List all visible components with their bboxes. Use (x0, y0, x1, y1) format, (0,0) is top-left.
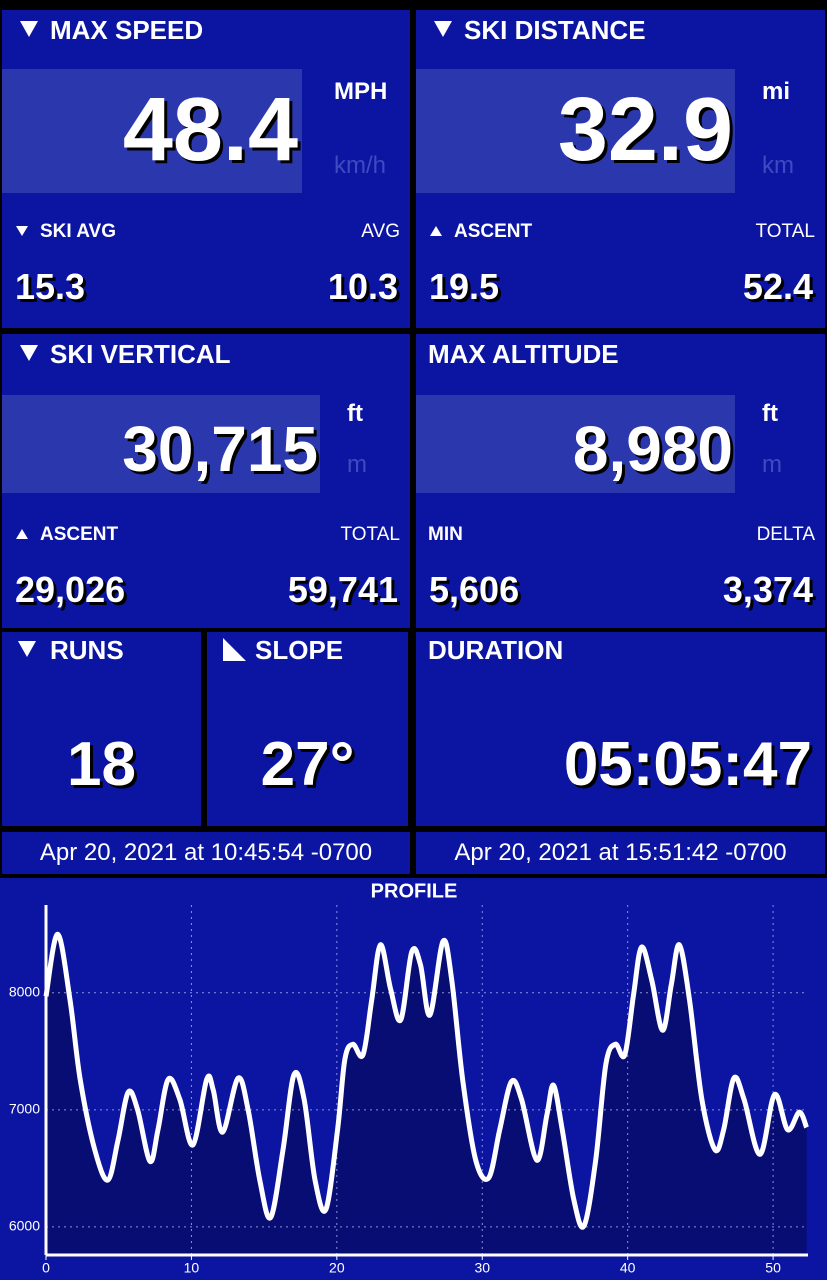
unit: mi (762, 78, 791, 105)
y-tick-label: 6000 (9, 1218, 40, 1234)
alt-unit: m (762, 451, 782, 478)
sub-value: 52.4 (742, 266, 813, 307)
x-tick-label: 10 (184, 1260, 200, 1276)
alt-unit: km (762, 152, 794, 179)
tile-title: MAX ALTITUDE (428, 339, 619, 369)
alt-unit: m (347, 451, 367, 478)
tile-title: SKI DISTANCE (464, 15, 646, 45)
tile: MAX ALTITUDE 8,980 ft m MIN DELTA 5,606 3,374 (416, 334, 825, 628)
profile-chart: PROFILE 6000 7000 8000 0 10 20 30 40 50 (0, 878, 827, 1280)
area (46, 934, 807, 1255)
icon (430, 226, 442, 236)
x-tick-label: 50 (765, 1260, 781, 1276)
value-box (416, 395, 735, 493)
sub-value: 5,606 (429, 569, 520, 610)
tile: Apr 20, 2021 at 10:45:54 -0700 (2, 832, 410, 874)
main-value: 48.4 (122, 80, 298, 180)
sub-label: ASCENT (454, 221, 533, 242)
sub-label: AVG (361, 221, 400, 242)
main-value: 8,980 (572, 412, 733, 485)
value-box (2, 395, 320, 493)
icon (223, 638, 246, 662)
icon (16, 529, 28, 539)
value-box (2, 69, 302, 193)
x-tick-label: 40 (620, 1260, 636, 1276)
value-box (416, 69, 735, 193)
x-tick-label: 20 (329, 1260, 345, 1276)
sub-label: MIN (428, 524, 463, 545)
main-value: 27° (260, 730, 355, 799)
unit: ft (762, 400, 778, 427)
alt-unit: km/h (334, 152, 387, 179)
unit: MPH (334, 78, 388, 105)
sub-value: 15.3 (15, 266, 86, 307)
x-tick-label: 0 (42, 1260, 50, 1276)
tile: Apr 20, 2021 at 15:51:42 -0700 (416, 832, 825, 874)
tile: SLOPE 27° (207, 632, 408, 826)
icon (20, 21, 38, 37)
tile-title: RUNS (50, 635, 124, 665)
tile: SKI VERTICAL 30,715 ft m ASCENT TOTAL 29,026 59… (2, 334, 410, 628)
main-value: 30,715 (122, 412, 318, 485)
sub-label: TOTAL (755, 221, 815, 242)
icon (20, 345, 38, 361)
sub-value: 29,026 (15, 569, 126, 610)
icon (434, 21, 452, 37)
tile: SKI DISTANCE 32.9 mi km ASCENT TOTAL 19.5 52.4 (416, 10, 825, 328)
sub-value: 10.3 (327, 266, 398, 307)
unit: ft (347, 400, 363, 427)
icon (18, 641, 36, 657)
tile: RUNS 18 (2, 632, 201, 826)
sub-value: 59,741 (287, 569, 398, 610)
sub-label: DELTA (756, 524, 815, 545)
tile-title: SKI VERTICAL (50, 339, 231, 369)
tile-title: SLOPE (255, 635, 344, 665)
sub-value: 19.5 (429, 266, 500, 307)
y-tick-label: 7000 (9, 1101, 40, 1117)
tile: MAX SPEED 48.4 MPH km/h SKI AVG AVG 15.3 10.3 (2, 10, 410, 328)
sub-label: SKI AVG (40, 221, 117, 242)
sub-label: TOTAL (340, 524, 400, 545)
y-tick-label: 8000 (9, 983, 40, 999)
main-value: 05:05:47 (563, 730, 812, 799)
tile-title: DURATION (428, 635, 564, 665)
chart-title: PROFILE (371, 880, 458, 902)
icon (16, 226, 28, 236)
timestamp: Apr 20, 2021 at 15:51:42 -0700 (454, 839, 787, 866)
main-value: 18 (67, 730, 136, 799)
line (43, 931, 809, 1230)
sub-value: 3,374 (722, 569, 813, 610)
tile-title: MAX SPEED (50, 15, 204, 45)
timestamp: Apr 20, 2021 at 10:45:54 -0700 (39, 839, 373, 866)
x-tick-label: 30 (474, 1260, 490, 1276)
sub-label: ASCENT (40, 524, 119, 545)
tile: DURATION 05:05:47 (416, 632, 825, 826)
main-value: 32.9 (557, 80, 733, 180)
